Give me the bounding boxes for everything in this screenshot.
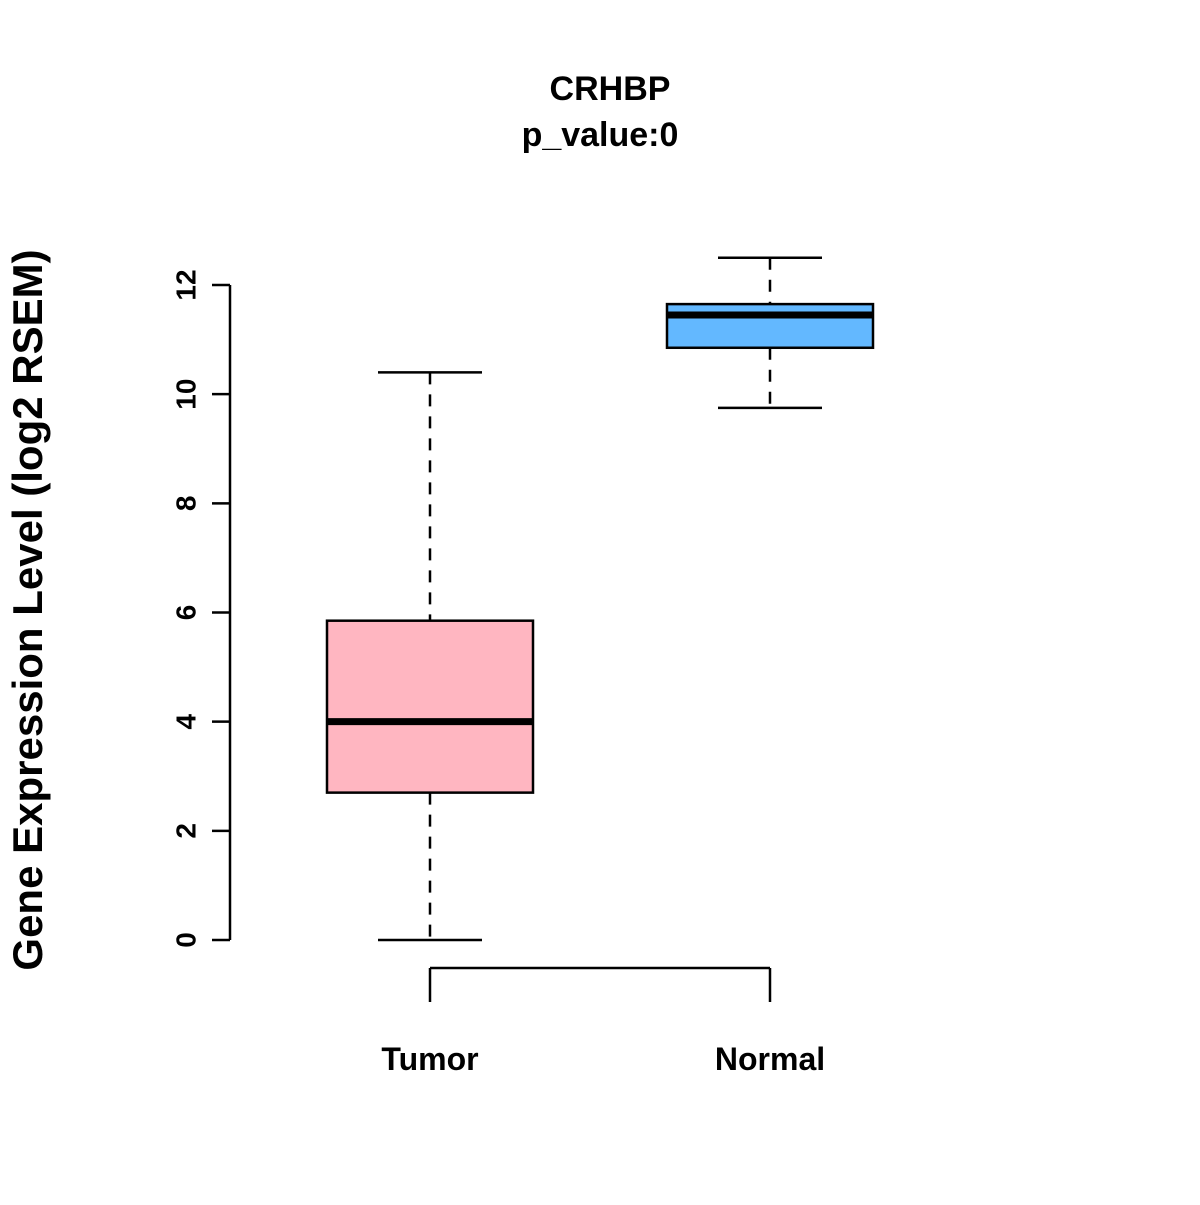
y-tick-label: 12 <box>170 269 201 300</box>
chart-title: CRHBP <box>550 70 671 108</box>
chart-subtitle: p_value:0 <box>522 116 679 154</box>
plot-layer: 0 2 4 6 8 10 12 <box>170 256 875 1002</box>
y-tick-label: 4 <box>170 713 201 729</box>
y-tick-label: 6 <box>170 605 201 621</box>
box-tumor <box>325 619 535 794</box>
y-tick-label: 2 <box>170 823 201 839</box>
box-normal <box>665 302 875 350</box>
y-tick-label: 0 <box>170 932 201 948</box>
y-tick-label: 10 <box>170 379 201 410</box>
category-label-tumor: Tumor <box>381 1041 478 1077</box>
y-tick-label: 8 <box>170 496 201 512</box>
category-label-normal: Normal <box>715 1041 825 1077</box>
y-axis-label: Gene Expression Level (log2 RSEM) <box>4 249 51 970</box>
